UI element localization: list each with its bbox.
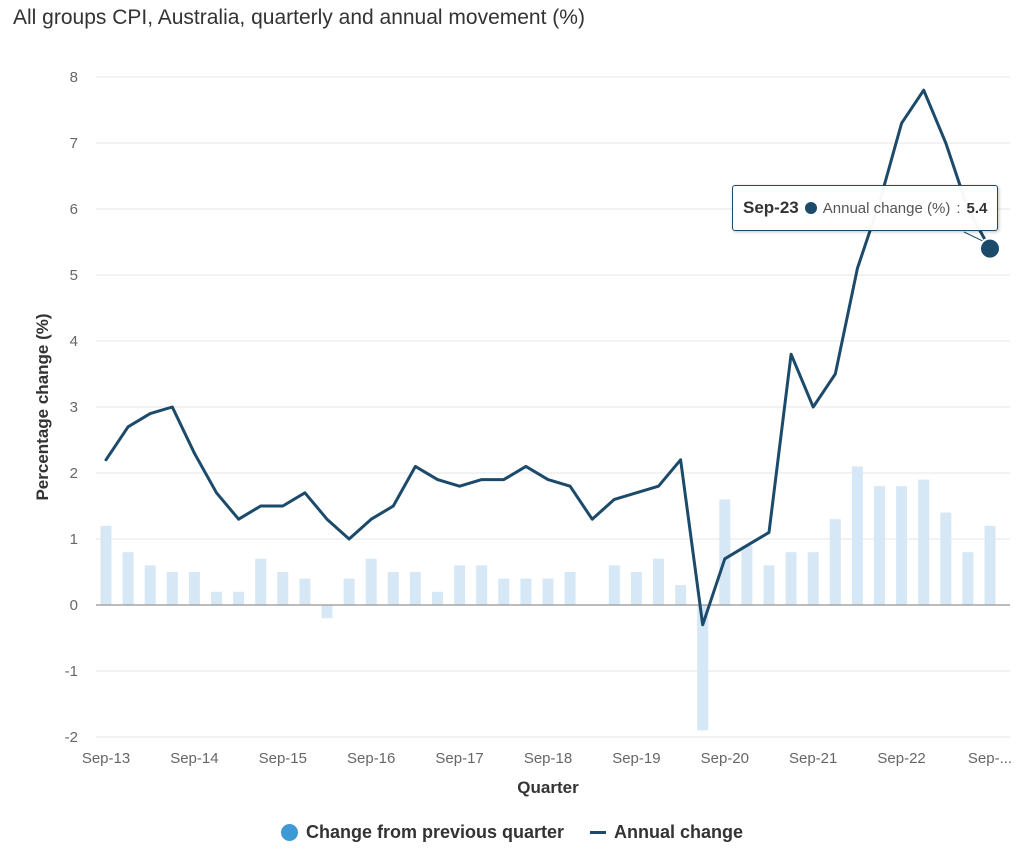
chart-title: All groups CPI, Australia, quarterly and… (13, 6, 585, 29)
bar-Sep-15[interactable] (277, 572, 289, 605)
bar-Sep-19[interactable] (630, 572, 642, 605)
x-axis-title: Quarter (517, 778, 579, 797)
legend-item-quarterly[interactable]: Change from previous quarter (280, 822, 565, 843)
hover-point (979, 237, 1001, 260)
legend-item-annual[interactable]: Annual change (590, 822, 743, 843)
x-tick-label: Sep-17 (435, 750, 483, 767)
legend-dot-icon (280, 824, 298, 841)
x-tick-label: Sep-22 (877, 750, 925, 767)
bar-Dec-20[interactable] (741, 545, 753, 605)
legend: Change from previous quarter Annual chan… (0, 822, 1024, 843)
quarterly-change-bars[interactable] (100, 466, 996, 731)
bar-Dec-21[interactable] (829, 519, 841, 605)
x-tick-label: Sep-14 (170, 750, 218, 767)
bar-Dec-16[interactable] (387, 572, 399, 605)
x-tick-label: Sep-18 (524, 750, 572, 767)
bar-Dec-18[interactable] (564, 572, 576, 605)
bar-Sep-22[interactable] (896, 486, 908, 605)
bar-Jun-20[interactable] (697, 605, 709, 731)
bar-Sep-17[interactable] (454, 565, 466, 605)
tooltip-colon: : (956, 199, 961, 217)
bar-Sep-21[interactable] (807, 552, 819, 605)
data-tooltip: Sep-23 Annual change (%): 5.4 (732, 185, 999, 231)
tooltip-quarter: Sep-23 (743, 198, 799, 217)
bar-Jun-23[interactable] (962, 552, 974, 605)
y-tick-label: -2 (65, 729, 78, 746)
bar-Sep-20[interactable] (719, 499, 731, 605)
x-tick-label: Sep-13 (82, 750, 130, 767)
x-tick-label: Sep-... (968, 750, 1012, 767)
y-tick-label: 6 (70, 201, 78, 218)
bar-Jun-21[interactable] (785, 552, 797, 605)
y-tick-label: -1 (65, 663, 78, 680)
hover-marker (963, 231, 1001, 260)
bar-Dec-14[interactable] (211, 591, 222, 605)
bar-Sep-14[interactable] (188, 572, 200, 605)
bar-Dec-19[interactable] (653, 558, 664, 605)
bar-Jun-17[interactable] (432, 591, 443, 605)
legend-label-annual: Annual change (614, 822, 744, 842)
bar-Jun-15[interactable] (255, 558, 267, 605)
bar-Jun-16[interactable] (343, 578, 355, 605)
annual-change-line[interactable] (104, 88, 992, 627)
x-tick-label: Sep-16 (347, 750, 395, 767)
bar-Mar-16[interactable] (321, 605, 333, 619)
x-tick-label: Sep-15 (259, 750, 307, 767)
bar-Jun-19[interactable] (608, 565, 620, 605)
tooltip-series-dot (804, 202, 817, 214)
y-tick-label: 3 (70, 399, 78, 416)
y-tick-label: 5 (70, 267, 78, 284)
y-axis-ticks: -2 -1 0 1 2 3 4 5 6 7 8 (65, 69, 78, 746)
bar-Sep-18[interactable] (542, 578, 554, 605)
bar-Dec-22[interactable] (918, 479, 930, 605)
bar-Mar-22[interactable] (851, 466, 863, 605)
y-tick-label: 7 (70, 135, 78, 152)
bar-Sep-23[interactable] (984, 525, 996, 605)
x-tick-label: Sep-20 (701, 750, 749, 767)
bar-Sep-13[interactable] (100, 525, 112, 605)
y-axis-title: Percentage change (%) (33, 313, 52, 500)
x-axis-ticks: Sep-13 Sep-14 Sep-15 Sep-16 Sep-17 Sep-18 Sep-… (82, 750, 1012, 767)
bar-Mar-23[interactable] (940, 512, 952, 605)
bar-Dec-17[interactable] (476, 565, 488, 605)
bar-Mar-21[interactable] (763, 565, 775, 605)
bar-Mar-15[interactable] (233, 591, 245, 605)
bar-Jun-14[interactable] (166, 572, 178, 605)
x-tick-label: Sep-21 (789, 750, 837, 767)
bar-Sep-16[interactable] (365, 558, 377, 605)
y-tick-label: 1 (70, 531, 78, 548)
bar-Mar-17[interactable] (409, 572, 421, 605)
tooltip-value: 5.4 (966, 199, 988, 217)
x-tick-label: Sep-19 (612, 750, 660, 767)
legend-label-quarterly: Change from previous quarter (305, 822, 565, 842)
bar-Mar-20[interactable] (675, 585, 687, 605)
y-tick-label: 4 (70, 333, 78, 350)
bar-Jun-18[interactable] (520, 578, 532, 605)
bar-Dec-13[interactable] (122, 552, 134, 605)
annual-change-series-line[interactable] (104, 88, 992, 627)
y-tick-label: 8 (70, 69, 78, 86)
y-tick-label: 2 (70, 465, 78, 482)
y-tick-label: 0 (70, 597, 78, 614)
legend-line-icon (590, 831, 607, 834)
tooltip-series-name: Annual change (%) (822, 199, 951, 217)
bar-Dec-15[interactable] (299, 578, 311, 605)
bar-Mar-14[interactable] (144, 565, 156, 605)
bar-Mar-18[interactable] (498, 578, 510, 605)
gridlines (96, 76, 1010, 738)
bar-Jun-22[interactable] (874, 486, 885, 605)
